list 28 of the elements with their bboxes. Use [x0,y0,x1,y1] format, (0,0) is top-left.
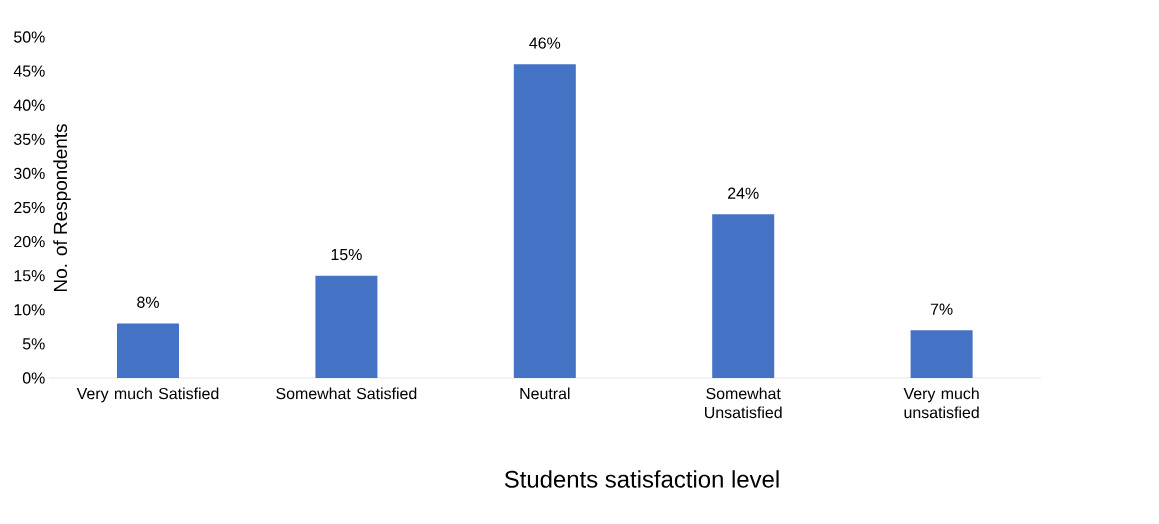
y-tick-label: 25% [14,201,45,214]
y-tick-label: 40% [13,99,45,111]
data-label: 46% [529,37,561,49]
y-tick-label: 10% [14,304,45,316]
x-tick-label: Very much Satisfied [76,387,219,403]
y-tick-label: 35% [14,133,45,145]
y-tick-label: 0% [22,372,45,384]
x-tick-label: Somewhat Satisfied [276,387,417,400]
data-label: 8% [137,296,159,308]
bar [117,323,180,378]
y-tick-label: 30% [14,167,45,180]
y-tick-label: 15% [14,270,45,282]
bar [712,214,775,378]
x-tick-label: Neutral [520,387,570,400]
data-label: 15% [331,248,362,261]
x-axis-title: Students satisfaction level [504,470,779,488]
y-tick-label: 50% [14,31,45,43]
bar [315,275,378,378]
bar [910,330,973,378]
bar [513,64,576,378]
y-tick-label: 45% [13,65,45,77]
x-tick-label: Very much unsatisfied [903,387,979,419]
y-tick-label: 20% [14,235,45,248]
data-label: 24% [728,187,759,199]
data-label: 7% [930,303,953,315]
y-tick-label: 5% [22,338,45,350]
y-axis-title: No. of Respondents [53,124,71,291]
x-tick-label: Somewhat Unsatisfied [705,387,782,419]
